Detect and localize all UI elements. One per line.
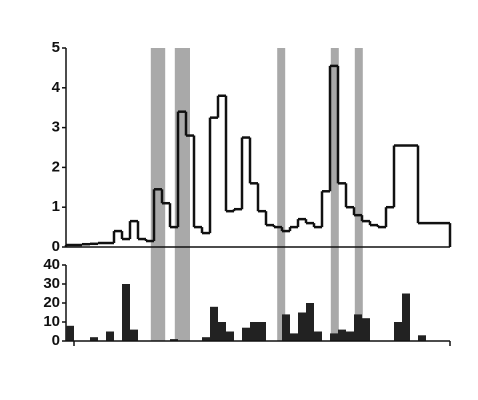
bar [226,331,234,341]
bar [210,306,218,341]
y-tick-label: 5 [52,39,60,56]
y-tick-label: 1 [52,198,60,215]
bar [258,322,266,341]
bar [362,318,370,341]
bar [330,333,338,341]
bar [402,293,410,341]
bar [346,331,354,341]
highlight-band [354,48,363,341]
bar [354,314,362,341]
bar [90,337,98,341]
bar [282,314,290,341]
bar [250,322,258,341]
y-tick-label: 30 [43,275,60,292]
bar [130,329,138,341]
bar [122,284,130,341]
highlight-band [330,48,339,341]
bar [170,339,178,341]
y-tick-label: 0 [52,332,60,349]
bar [290,333,298,341]
bar [338,329,346,341]
y-tick-label: 40 [43,256,60,273]
y-tick-label: 0 [52,238,60,255]
bar [394,322,402,341]
y-tick-label: 10 [43,313,60,330]
bar [106,331,114,341]
bar [306,303,314,341]
y-tick-label: 20 [43,294,60,311]
y-tick-label: 3 [52,119,60,136]
bar [66,325,74,341]
bar [314,331,322,341]
highlight-band [277,48,286,341]
bar [242,327,250,341]
bar [418,335,426,341]
highlight-band [150,48,166,341]
bar [298,312,306,341]
bar [202,337,210,341]
y-tick-label: 2 [52,158,60,175]
bar [218,322,226,341]
y-tick-label: 4 [52,79,61,96]
